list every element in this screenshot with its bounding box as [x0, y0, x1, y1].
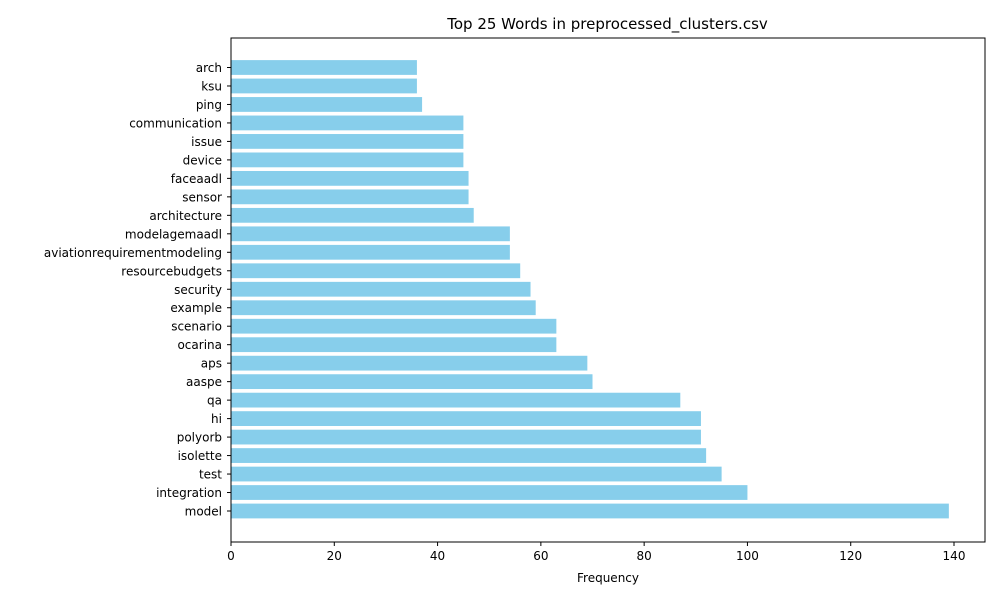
y-tick-label: model [185, 505, 222, 519]
y-tick-label: qa [207, 394, 222, 408]
bar-test [231, 466, 722, 482]
y-tick-label: resourcebudgets [121, 264, 222, 278]
x-axis-ticks: 0 20 40 60 80 100 120 140 [227, 542, 965, 563]
x-tick-label: 20 [327, 549, 342, 563]
bar-aps [231, 355, 588, 371]
x-tick-label: 140 [943, 549, 966, 563]
bar-integration [231, 485, 748, 500]
bar-isolette [231, 448, 707, 463]
y-tick-label: sensor [182, 190, 222, 204]
bar-scenario [231, 318, 557, 334]
y-tick-label: ping [196, 98, 222, 112]
y-tick-label: architecture [149, 209, 222, 223]
bar-sensor [231, 189, 469, 205]
bar-architecture [231, 207, 474, 223]
bar-modelagemaadl [231, 226, 510, 242]
y-tick-label: ocarina [177, 338, 222, 352]
bar-device [231, 152, 464, 168]
plot-frame [230, 37, 986, 543]
y-tick-label: arch [196, 61, 222, 75]
bar-issue [231, 134, 464, 149]
bar-security [231, 281, 531, 297]
bar-ksu [231, 78, 417, 94]
x-tick-label: 40 [430, 549, 445, 563]
x-tick-label: 80 [637, 549, 652, 563]
chart-title: Top 25 Words in preprocessed_clusters.cs… [446, 15, 768, 34]
y-tick-label: ksu [201, 79, 222, 93]
y-tick-label: modelagemaadl [125, 227, 222, 241]
y-tick-label: hi [211, 412, 222, 426]
y-tick-label: security [174, 283, 222, 297]
y-tick-label: communication [129, 116, 222, 130]
bar-ocarina [231, 337, 557, 353]
x-tick-label: 60 [533, 549, 548, 563]
x-axis-label: Frequency [577, 571, 639, 585]
y-tick-label: aviationrequirementmodeling [44, 246, 222, 260]
y-tick-label: isolette [178, 449, 222, 463]
y-tick-label: device [183, 153, 222, 167]
bar-model [231, 503, 949, 519]
y-tick-label: aaspe [186, 375, 222, 389]
bar-qa [231, 392, 681, 408]
bars-group [231, 60, 949, 519]
y-tick-label: example [170, 301, 222, 315]
bar-aaspe [231, 374, 593, 390]
bar-faceaadl [231, 170, 469, 186]
bar-arch [231, 60, 417, 75]
bar-communication [231, 115, 464, 131]
y-tick-label: integration [156, 486, 222, 500]
bar-hi [231, 411, 701, 426]
y-tick-label: faceaadl [171, 172, 222, 186]
x-tick-label: 0 [227, 549, 235, 563]
bar-example [231, 300, 536, 316]
y-tick-label: polyorb [177, 431, 222, 445]
x-tick-label: 100 [736, 549, 759, 563]
x-tick-label: 120 [839, 549, 862, 563]
y-tick-label: test [199, 468, 222, 482]
y-axis-ticks: model integration test isolette polyorb hi qa a… [44, 61, 231, 519]
y-tick-label: scenario [171, 320, 222, 334]
y-tick-label: aps [201, 357, 222, 371]
bar-ping [231, 97, 423, 112]
bar-resourcebudgets [231, 263, 521, 279]
bar-polyorb [231, 429, 701, 445]
y-tick-label: issue [191, 135, 222, 149]
bar-aviationrequirementmodeling [231, 244, 510, 260]
